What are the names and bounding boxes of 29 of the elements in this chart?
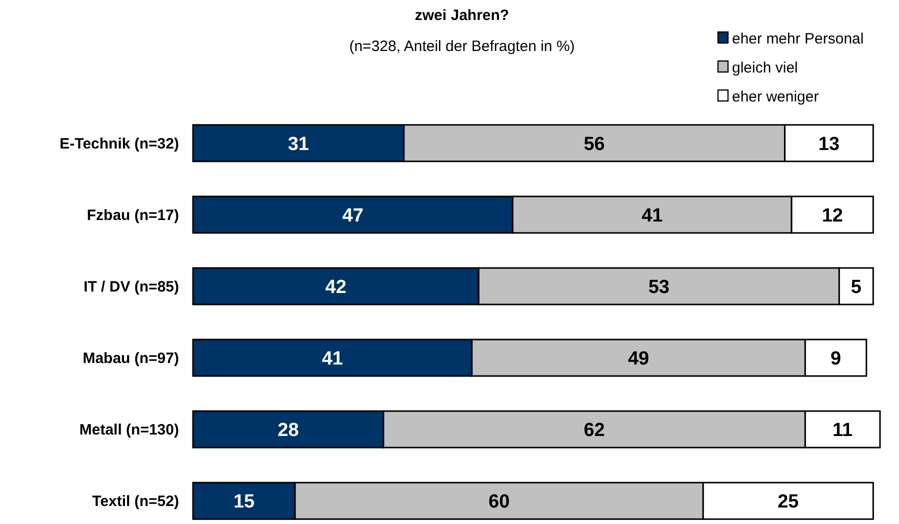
data-label: 15	[233, 492, 256, 513]
data-label: 12	[822, 206, 843, 227]
legend-label: gleich viel	[732, 59, 798, 76]
legend-label: eher weniger	[732, 88, 819, 106]
chart-title: zwei Jahren?	[414, 7, 510, 24]
data-label: 28	[278, 420, 299, 442]
data-label: 62	[584, 420, 605, 442]
data-label: 9	[830, 348, 842, 370]
data-label: 47	[342, 206, 364, 227]
data-label: 49	[628, 348, 650, 370]
data-label: 5	[850, 277, 862, 298]
data-label: 60	[488, 492, 510, 513]
legend-label: eher mehr Personal	[732, 30, 864, 48]
data-label: 11	[832, 420, 854, 442]
y-tick-label: IT / DV (n=85)	[84, 278, 179, 296]
data-label: 25	[778, 492, 800, 513]
data-label: 53	[648, 277, 670, 298]
data-label: 31	[288, 134, 310, 155]
y-tick-label: Metall (n=130)	[79, 422, 179, 439]
y-tick-label: Fzbau (n=17)	[86, 206, 179, 224]
chart-subtitle: (n=328, Anteil der Befragten in %)	[349, 38, 575, 55]
y-tick-label: E-Technik (n=32)	[60, 135, 179, 152]
data-label: 41	[642, 206, 664, 227]
data-label: 41	[322, 348, 344, 370]
data-label: 42	[325, 277, 346, 298]
y-tick-label: Mabau (n=97)	[82, 350, 179, 368]
data-label: 13	[818, 134, 840, 155]
y-tick-label: Textil (n=52)	[92, 493, 179, 510]
data-label: 56	[584, 134, 605, 155]
